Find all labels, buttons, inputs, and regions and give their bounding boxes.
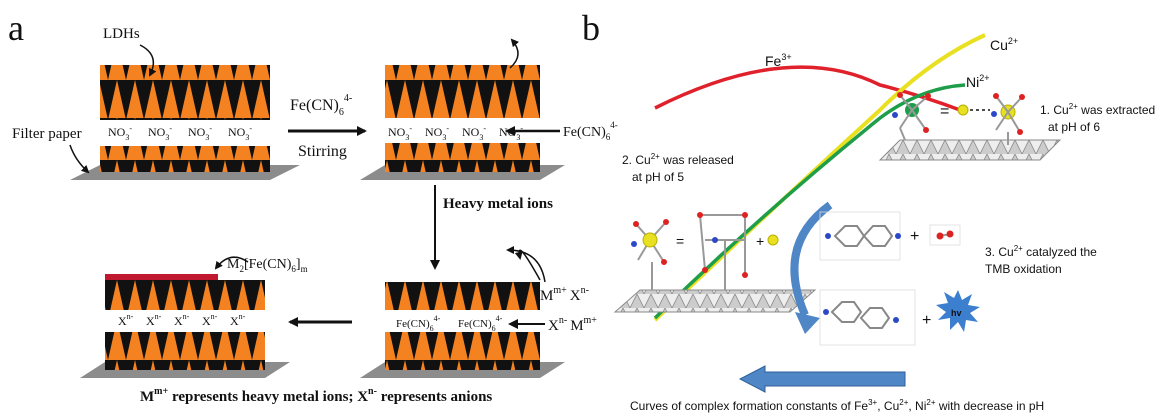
panel-b-caption: Curves of complex formation constants of… bbox=[630, 398, 1044, 413]
step-3-line-1: 3. Cu2+ catalyzed the bbox=[985, 244, 1097, 259]
nitrate-exit-arrow bbox=[509, 38, 519, 69]
plus-sign-2: + bbox=[910, 228, 919, 245]
plus-sign-3: + bbox=[922, 312, 931, 329]
nitrate-row-1: NO3- NO3- NO3- NO3- bbox=[108, 124, 252, 142]
step-2-line-1: 2. Cu2+ was released bbox=[622, 152, 734, 167]
filter-pointer-arrow bbox=[69, 144, 90, 174]
fe-label: Fe3+ bbox=[765, 52, 792, 69]
panel-a-caption: Mm+ represents heavy metal ions; Xn- rep… bbox=[140, 386, 492, 405]
panel-a-label: a bbox=[8, 8, 24, 48]
plus-sign-1: + bbox=[756, 233, 764, 249]
exchange-sign: = bbox=[940, 103, 949, 120]
panel-b-label: b bbox=[582, 8, 600, 48]
ion-pair-label-1: Mm+ Xn- bbox=[540, 285, 589, 304]
ldh-top-plate bbox=[100, 65, 270, 118]
stirring-label: Stirring bbox=[298, 143, 347, 160]
step-1-line-2: at pH of 6 bbox=[1048, 120, 1100, 134]
svg-text:Xn-: Xn- bbox=[230, 312, 246, 328]
oxidized-tmb-molecule bbox=[819, 289, 916, 346]
nitrate-ion-4: NO3- bbox=[228, 124, 252, 142]
ldh-top-plate-4 bbox=[105, 280, 265, 310]
ldh-stack-adsorbing bbox=[360, 282, 565, 378]
svg-text:Xn-: Xn- bbox=[202, 312, 218, 328]
oxidation-arrow-head bbox=[795, 312, 820, 334]
product-exit-arrow-2 bbox=[506, 246, 546, 283]
h2o2-molecule bbox=[929, 224, 961, 246]
cu-curve bbox=[653, 33, 986, 322]
nitrate-ion-3: NO3- bbox=[188, 124, 212, 142]
ldh-layer-bottom-2 bbox=[385, 143, 540, 172]
product-label: M2[Fe(CN)6]m bbox=[227, 257, 308, 274]
ldh-stack-initial bbox=[70, 65, 300, 180]
oxidation-arrow-body bbox=[790, 201, 833, 317]
tmb-molecule bbox=[819, 211, 901, 261]
ldh-layer-bottom-4 bbox=[105, 332, 265, 370]
panel-a: a LDHs Filter paper NO3- NO3- NO3- NO3- … bbox=[8, 8, 618, 405]
product-layer bbox=[105, 274, 218, 280]
svg-text:Xn-: Xn- bbox=[146, 312, 162, 328]
ldh-top-plate-2 bbox=[385, 65, 540, 118]
svg-text:Xn-: Xn- bbox=[118, 312, 134, 328]
ni-label: Ni2+ bbox=[966, 73, 990, 90]
fecn-row: Fe(CN)64- Fe(CN)64- bbox=[396, 314, 503, 333]
ldh-stack-product bbox=[80, 274, 290, 378]
step-3-line-2: TMB oxidation bbox=[985, 262, 1062, 276]
nitrate-ion-1: NO3- bbox=[108, 124, 132, 142]
chelate-complex-ni bbox=[892, 92, 931, 141]
fecn-insert-label: Fe(CN)64- bbox=[563, 120, 618, 142]
chelate-complex-left bbox=[631, 219, 669, 290]
ldh-layer-bottom bbox=[100, 143, 270, 172]
substrate-surface-left bbox=[613, 289, 817, 313]
nitrate-ion-2: NO3- bbox=[148, 124, 172, 142]
ldh-layer-bottom-3 bbox=[385, 332, 540, 370]
reagent-label: Fe(CN)64- bbox=[290, 93, 352, 118]
substrate-surface-top bbox=[878, 139, 1062, 161]
svg-text:NO3-: NO3- bbox=[462, 124, 486, 142]
chelate-complex-cu bbox=[991, 93, 1025, 145]
svg-text:Fe(CN)64-: Fe(CN)64- bbox=[458, 314, 503, 333]
svg-text:NO3-: NO3- bbox=[425, 124, 449, 142]
product-pointer-arrow bbox=[214, 256, 249, 270]
step-2-line-2: at pH of 5 bbox=[632, 170, 684, 184]
exchange-sign-2: = bbox=[676, 233, 684, 249]
svg-text:NO3-: NO3- bbox=[388, 124, 412, 142]
ldh-stack-exchanging bbox=[360, 65, 565, 180]
hv-label: hv bbox=[951, 308, 962, 318]
interlayer-gap bbox=[100, 120, 270, 146]
cu-ion-2 bbox=[767, 234, 779, 246]
filter-paper-label: Filter paper bbox=[12, 126, 82, 142]
step-1-line-1: 1. Cu2+ was extracted bbox=[1040, 102, 1155, 117]
cu-ion-1 bbox=[957, 104, 969, 116]
ldh-label: LDHs bbox=[103, 26, 140, 42]
heavy-metal-label: Heavy metal ions bbox=[443, 196, 553, 212]
ph-decrease-arrow bbox=[738, 365, 906, 393]
svg-text:Xn-: Xn- bbox=[174, 312, 190, 328]
free-ligand bbox=[697, 212, 748, 290]
svg-text:Fe(CN)64-: Fe(CN)64- bbox=[396, 314, 441, 333]
ion-pair-label-2: Xn- Mm+ bbox=[548, 315, 597, 334]
light-burst bbox=[936, 290, 980, 332]
ldh-top-plate-3 bbox=[385, 282, 540, 310]
anion-row: Xn- Xn- Xn- Xn- Xn- bbox=[118, 312, 246, 328]
cu-label: Cu2+ bbox=[990, 36, 1018, 53]
panel-b: b Fe3+ Cu2+ Ni2+ = 1. Cu2+ was extracted… bbox=[582, 8, 1155, 413]
ldh-pointer-arrow bbox=[139, 44, 157, 77]
